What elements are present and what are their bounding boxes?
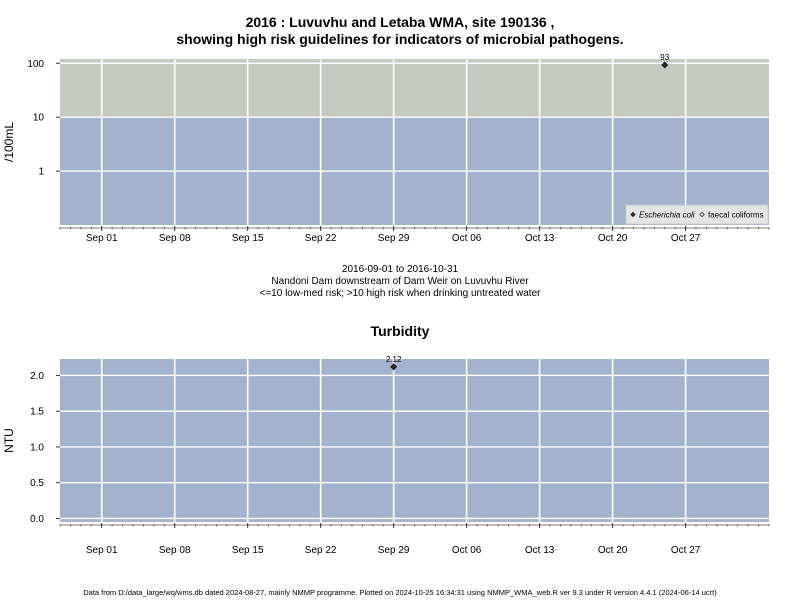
x-tick-label: Sep 01 [86,233,118,244]
x-tick-label: Sep 29 [378,545,410,556]
x-tick-label: Oct 20 [598,233,628,244]
x-tick-label: Oct 20 [598,545,628,556]
y-tick-label: 0.5 [30,478,44,489]
data-point-label: 2.12 [386,355,402,364]
x-tick-label: Oct 27 [671,545,701,556]
subtitle-risk-note: <=10 low-med risk; >10 high risk when dr… [259,288,541,299]
legend-marker [630,211,636,218]
x-tick-label: Oct 06 [452,233,482,244]
x-tick-label: Oct 13 [525,545,555,556]
y-axis-label: /100mL [2,122,16,162]
y-tick-label: 1 [38,167,44,178]
x-tick-label: Sep 22 [305,233,337,244]
x-tick-label: Sep 08 [159,545,191,556]
y-tick-label: 1.5 [30,407,44,418]
footer-note: Data from D:/data_large/wq/wms.db dated … [83,588,717,597]
legend-entry-label: Escherichia coli [639,211,695,220]
x-tick-label: Sep 29 [378,233,410,244]
y-tick-label: 10 [33,113,45,124]
chart-title-line1: 2016 : Luvuvhu and Letaba WMA, site 1901… [245,14,555,30]
plot-background [60,359,769,522]
y-tick-label: 100 [27,59,44,70]
microbial-chart: Sep 01 Sep 08 Sep 15 Sep 22 Sep 29 Oct 06 Oct … [2,53,770,244]
turbidity-chart: Sep 01 Sep 08 Sep 15 Sep 22 Sep 29 Oct 06 Oct … [2,355,770,556]
x-tick-label: Sep 15 [232,545,264,556]
x-tick-label: Oct 27 [671,233,701,244]
data-point [390,363,398,371]
x-tick-label: Sep 01 [86,545,118,556]
x-tick-label: Sep 22 [305,545,337,556]
turbidity-title: Turbidity [370,323,430,339]
y-tick-label: 2.0 [30,371,44,382]
x-tick-label: Sep 15 [232,233,264,244]
x-tick-label: Sep 08 [159,233,191,244]
y-tick-label: 0.0 [30,514,44,525]
y-axis-label: NTU [2,428,16,453]
legend-marker [699,211,705,218]
data-point-label: 93 [660,53,669,62]
chart-title-line2: showing high risk guidelines for indicat… [176,31,624,47]
legend: Escherichia coli faecal coliforms [625,204,769,225]
legend-box [625,204,769,225]
subtitle-date-range: 2016-09-01 to 2016-10-31 [341,264,459,275]
subtitle-site-description: Nandoni Dam downstream of Dam Weir on Lu… [271,276,529,287]
data-point [661,61,669,69]
x-tick-label: Oct 13 [525,233,555,244]
y-tick-label: 1.0 [30,442,44,453]
high-risk-band [60,59,769,118]
x-tick-label: Oct 06 [452,545,482,556]
legend-entry-label: faecal coliforms [708,211,764,220]
